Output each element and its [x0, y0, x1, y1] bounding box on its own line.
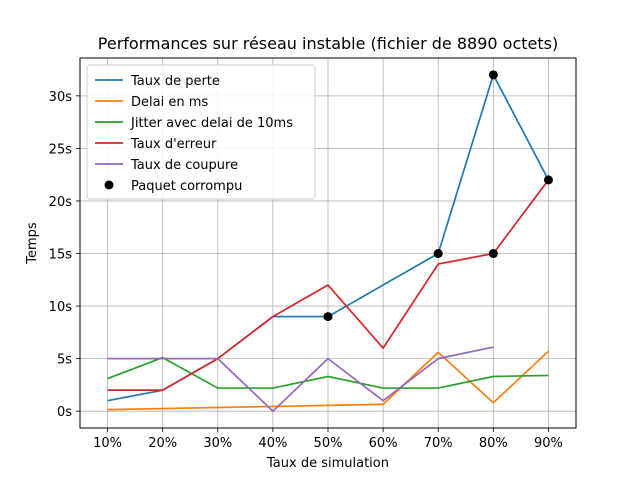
series-line-jitter-avec-delai-de-10ms — [107, 356, 549, 389]
x-axis-ticks: 10% 20% 30% 40% 50% 60% 70% 80% 90% — [93, 428, 563, 451]
scatter-point-paquet-corrompu — [433, 249, 443, 259]
scatter-point-paquet-corrompu — [323, 312, 333, 322]
x-tick-label: 50% — [314, 436, 343, 451]
x-tick-label: 60% — [369, 436, 398, 451]
legend-label: Taux de coupure — [130, 158, 238, 173]
scatter-layer — [323, 70, 553, 322]
y-axis-label: Temps — [25, 222, 40, 265]
x-axis-label: Taux de simulation — [266, 456, 389, 471]
y-tick-label: 25s — [49, 142, 73, 157]
x-tick-label: 80% — [479, 436, 508, 451]
series-line-taux-de-coupure — [107, 346, 494, 413]
x-tick-label: 40% — [258, 436, 287, 451]
legend-label: Paquet corrompu — [131, 179, 242, 194]
x-tick-label: 20% — [148, 436, 177, 451]
x-tick-label: 30% — [203, 436, 232, 451]
y-tick-label: 20s — [49, 195, 73, 210]
legend-swatch — [104, 180, 114, 190]
legend-label: Jitter avec delai de 10ms — [130, 116, 293, 131]
y-tick-label: 5s — [57, 353, 72, 368]
chart-title: Performances sur réseau instable (fichie… — [98, 34, 558, 53]
legend-label: Delai en ms — [131, 95, 208, 110]
y-tick-label: 10s — [49, 300, 73, 315]
y-tick-label: 0s — [57, 405, 72, 420]
legend-label: Taux de perte — [130, 74, 220, 89]
legend: Taux de perte Delai en ms Jitter avec dela… — [86, 64, 316, 200]
y-tick-label: 30s — [49, 90, 73, 105]
series-line-delai-en-ms — [107, 350, 550, 411]
legend-box — [86, 64, 316, 200]
scatter-point-paquet-corrompu — [543, 175, 553, 185]
x-tick-label: 70% — [424, 436, 453, 451]
y-tick-label: 15s — [49, 248, 73, 263]
series-line-taux-d-erreur — [107, 179, 550, 392]
scatter-point-paquet-corrompu — [488, 70, 498, 80]
x-tick-label: 90% — [534, 436, 563, 451]
scatter-point-paquet-corrompu — [488, 249, 498, 259]
y-axis-ticks: 0s 5s 10s 15s 20s 25s 30s — [49, 90, 80, 420]
x-tick-label: 10% — [93, 436, 122, 451]
legend-label: Taux d'erreur — [130, 137, 217, 152]
